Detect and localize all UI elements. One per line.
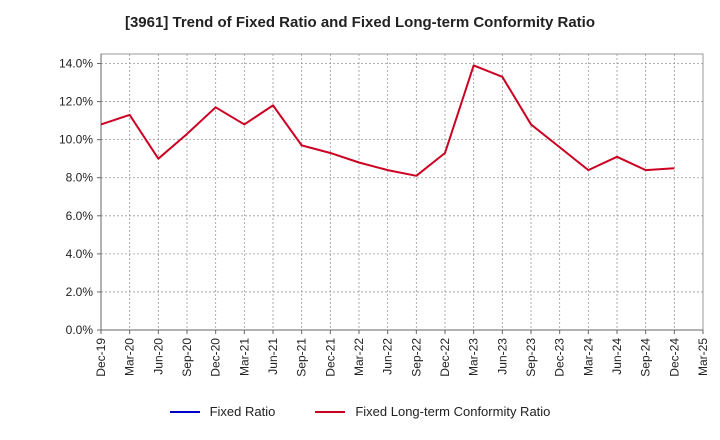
x-tick-label: Sep-20	[180, 338, 194, 377]
y-tick-label: 12.0%	[59, 95, 93, 109]
plot-area	[100, 53, 704, 331]
legend-swatch-fixed-ratio	[169, 410, 200, 413]
x-tick-label: Mar-23	[467, 338, 481, 376]
y-tick-label: 14.0%	[59, 57, 93, 71]
x-tick-label: Sep-22	[409, 338, 423, 377]
x-tick-label: Dec-24	[667, 338, 681, 377]
x-tick-label: Jun-21	[266, 338, 280, 375]
y-tick-label: 0.0%	[66, 323, 94, 337]
x-tick-label: Dec-23	[553, 338, 567, 377]
x-tick-label: Dec-22	[438, 338, 452, 377]
axis-layer	[97, 54, 704, 334]
x-tick-label: Jun-23	[495, 338, 509, 375]
x-tick-label: Sep-21	[295, 338, 309, 377]
y-tick-label: 2.0%	[66, 285, 94, 299]
legend-swatch-fixed-long-term-conformity-ratio	[315, 410, 346, 413]
x-tick-label: Mar-24	[581, 338, 595, 376]
legend-item-fixed-long-term-conformity-ratio: Fixed Long-term Conformity Ratio	[315, 404, 550, 419]
y-tick-label: 4.0%	[66, 247, 94, 261]
x-tick-label: Dec-20	[209, 338, 223, 377]
legend-item-fixed-ratio: Fixed Ratio	[169, 404, 276, 419]
grid-layer	[100, 53, 704, 331]
y-tick-label: 10.0%	[59, 133, 93, 147]
label-layer: 0.0% 2.0% 4.0% 6.0% 8.0% 10.0% 12.0% 14.0% Dec-1…	[59, 57, 710, 377]
x-tick-label: Sep-24	[639, 338, 653, 377]
x-tick-label: Mar-20	[123, 338, 137, 376]
legend-label-fixed-long-term-conformity-ratio: Fixed Long-term Conformity Ratio	[355, 404, 551, 419]
x-tick-label: Dec-19	[94, 338, 108, 377]
x-tick-label: Dec-21	[323, 338, 337, 377]
x-tick-label: Mar-21	[237, 338, 251, 376]
y-tick-label: 8.0%	[66, 171, 94, 185]
legend: Fixed Ratio Fixed Long-term Conformity R…	[0, 404, 720, 419]
series-layer	[100, 64, 675, 177]
x-tick-label: Jun-24	[610, 338, 624, 375]
x-tick-label: Mar-22	[352, 338, 366, 376]
x-tick-label: Jun-20	[151, 338, 165, 375]
chart-title: [3961] Trend of Fixed Ratio and Fixed Lo…	[124, 14, 596, 31]
legend-label-fixed-ratio: Fixed Ratio	[209, 404, 276, 419]
x-tick-label: Mar-25	[696, 338, 710, 376]
y-tick-label: 6.0%	[66, 209, 94, 223]
x-tick-label: Jun-22	[381, 338, 395, 375]
x-tick-label: Sep-23	[524, 338, 538, 377]
